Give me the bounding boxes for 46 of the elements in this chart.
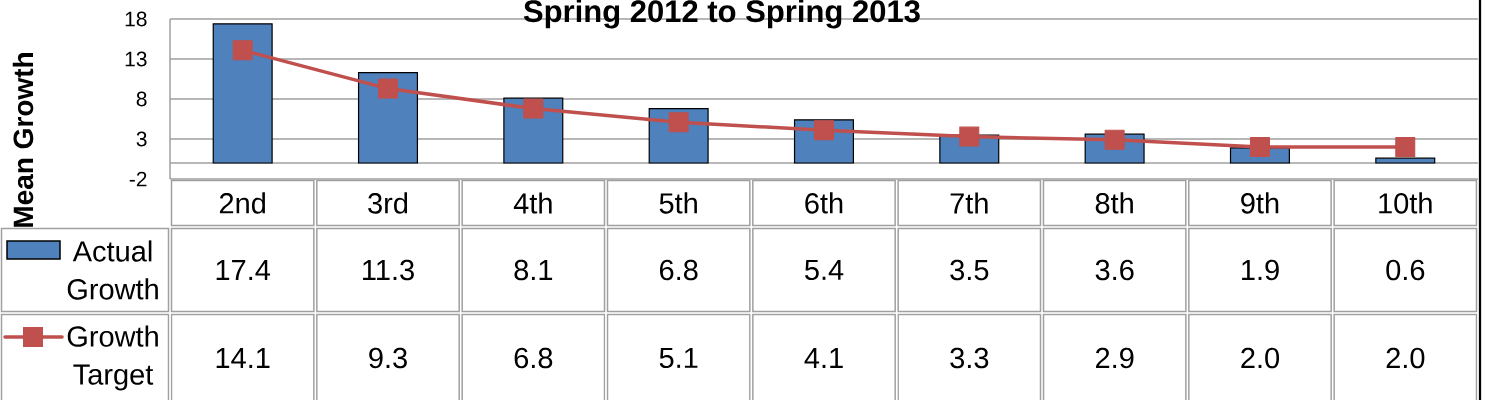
- bar: [212, 23, 273, 164]
- point: [668, 112, 689, 133]
- data-label: 8.1: [514, 259, 553, 281]
- x-tick-label: 8th: [1095, 192, 1133, 214]
- y-tick-label: 13: [125, 51, 147, 67]
- x-tick-label: 4th: [513, 192, 552, 214]
- data-label: 2.0: [1386, 347, 1425, 369]
- x-tick-label: 3rd: [368, 192, 408, 214]
- point: [959, 126, 980, 147]
- x-tick-label: 6th: [805, 192, 843, 214]
- data-label: 14.1: [216, 348, 270, 368]
- data-label: 1.9: [1242, 259, 1279, 281]
- x-tick-label: 2nd: [219, 192, 265, 214]
- data-label: 5.4: [805, 259, 844, 281]
- data-label: 3.6: [1095, 259, 1134, 281]
- point: [523, 98, 544, 119]
- x-tick-label: 9th: [1241, 192, 1279, 214]
- y-tick-label: 3: [136, 131, 147, 147]
- point: [1249, 137, 1270, 157]
- data-label: 3.3: [950, 347, 989, 369]
- data-label: 4.1: [804, 348, 843, 368]
- point: [232, 40, 253, 61]
- data-label: 6.8: [514, 347, 553, 369]
- data-label: 6.8: [660, 259, 698, 281]
- data-label: 0.6: [1386, 259, 1425, 281]
- x-tick-label: 10th: [1379, 192, 1432, 214]
- x-tick-label: 5th: [659, 192, 697, 214]
- legend-label: Actual Growth: [67, 240, 158, 300]
- point: [813, 120, 834, 141]
- data-label: 11.3: [363, 259, 414, 281]
- point: [1395, 137, 1416, 157]
- y-axis-title: Mean Growth: [12, 53, 34, 227]
- data-label: 17.4: [216, 260, 271, 280]
- data-label: 9.3: [369, 347, 407, 369]
- x-tick-label: 7th: [950, 192, 988, 214]
- data-label: 2.0: [1241, 347, 1280, 369]
- y-tick-label: 8: [136, 91, 147, 107]
- data-label: 5.1: [659, 347, 698, 369]
- bar: [1375, 157, 1436, 164]
- chart-title: Spring 2012 to Spring 2013: [523, 0, 920, 29]
- point: [377, 78, 398, 99]
- legend-label: Growth Target: [67, 325, 158, 391]
- y-tick-label: -2: [129, 171, 147, 187]
- data-label: 2.9: [1095, 347, 1134, 369]
- data-label: 3.5: [950, 259, 989, 281]
- y-tick-label: 18: [125, 11, 147, 27]
